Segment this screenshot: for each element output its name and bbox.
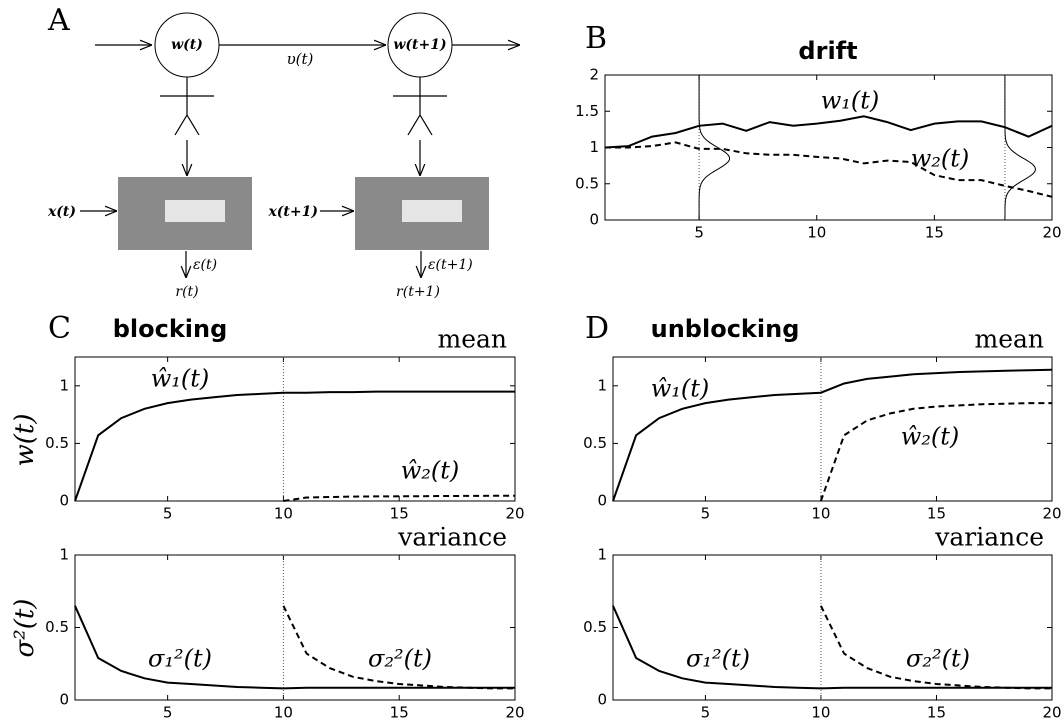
series-label: w₁(t) (821, 87, 880, 115)
x-tick-label: 15 (390, 704, 409, 722)
series-line (604, 115, 1053, 149)
x-tick-label: 20 (505, 505, 524, 523)
panel-label: A (47, 3, 70, 38)
y-tick-label: 0 (597, 492, 607, 510)
distribution-curve (1004, 75, 1037, 220)
x-tick-label: 10 (811, 704, 830, 722)
y-tick-label: 0 (589, 211, 599, 229)
corner-label: variance (934, 523, 1044, 552)
y-tick-label: 0.5 (575, 174, 599, 192)
input-label: x(t+1) (267, 204, 318, 220)
y-tick-label: 2 (589, 66, 599, 84)
y-axis-label: σ²(t) (10, 599, 40, 658)
y-tick-label: 1.5 (575, 102, 599, 120)
series-line (612, 368, 1053, 502)
y-tick-label: 0 (59, 691, 69, 709)
error-label: ε(t) (193, 257, 217, 273)
y-tick-label: 1 (597, 376, 607, 394)
corner-label: variance (397, 523, 507, 552)
series-line (283, 494, 515, 502)
y-tick-label: 1 (589, 138, 599, 156)
series-line (819, 402, 1052, 502)
x-tick-label: 15 (390, 505, 409, 523)
series-line (74, 605, 515, 690)
photo-detail (165, 200, 225, 222)
series-line (74, 390, 515, 502)
diagram: A w(t) w(t+1) υ(t) x(t) x(t+1) ε(t) ε(t+… (47, 3, 520, 300)
distribution-curve (698, 75, 730, 220)
photo-detail (402, 200, 462, 222)
series-label: ŵ₁(t) (151, 365, 210, 393)
x-tick-label: 15 (925, 224, 944, 242)
input-label: x(t) (47, 204, 76, 220)
y-tick-label: 0.5 (583, 618, 607, 636)
y-tick-label: 0 (597, 691, 607, 709)
corner-label: mean (437, 325, 507, 354)
plot-frame (74, 356, 516, 502)
x-tick-label: 10 (807, 224, 826, 242)
x-tick-label: 20 (505, 704, 524, 722)
y-tick-label: 0.5 (45, 434, 69, 452)
series-line (605, 141, 1053, 198)
x-tick-label: 5 (701, 505, 711, 523)
series-line (612, 605, 1052, 690)
panel-label: C (48, 311, 71, 346)
series-label: σ₁²(t) (148, 645, 212, 673)
series-label: σ₁²(t) (686, 645, 750, 673)
x-tick-label: 10 (811, 505, 830, 523)
panel-label: B (585, 21, 607, 56)
reward-label: r(t) (175, 284, 198, 300)
x-tick-label: 20 (1042, 704, 1061, 722)
y-tick-label: 0 (59, 492, 69, 510)
plot-frame (612, 356, 1053, 502)
series-label: σ₂²(t) (368, 645, 432, 673)
x-tick-label: 5 (694, 224, 704, 242)
corner-label: mean (974, 325, 1044, 354)
x-tick-label: 10 (274, 505, 293, 523)
x-tick-label: 15 (927, 505, 946, 523)
y-tick-label: 0.5 (583, 434, 607, 452)
x-tick-label: 20 (1042, 224, 1061, 242)
panel-label: D (585, 311, 609, 346)
series-label: ŵ₁(t) (651, 375, 710, 403)
y-tick-label: 1 (597, 546, 607, 564)
y-tick-label: 0.5 (45, 618, 69, 636)
stick-figure (160, 77, 447, 136)
series-label: w₂(t) (911, 145, 970, 173)
chart-title: unblocking (651, 315, 800, 343)
node-label: w(t+1) (393, 37, 446, 53)
series-label: σ₂²(t) (906, 645, 970, 673)
x-tick-label: 15 (927, 704, 946, 722)
series-line (282, 605, 515, 690)
y-tick-label: 1 (59, 546, 69, 564)
x-tick-label: 10 (274, 704, 293, 722)
x-tick-label: 5 (701, 704, 711, 722)
x-tick-label: 5 (163, 704, 173, 722)
reward-label: r(t+1) (396, 284, 440, 300)
y-tick-label: 1 (59, 376, 69, 394)
series-label: ŵ₂(t) (401, 457, 460, 485)
node-label: w(t) (171, 37, 203, 53)
transition-label: υ(t) (287, 50, 314, 68)
series-label: ŵ₂(t) (901, 423, 960, 451)
x-tick-label: 20 (1042, 505, 1061, 523)
y-axis-label: w(t) (10, 414, 40, 467)
series-line (820, 605, 1052, 690)
x-tick-label: 5 (163, 505, 173, 523)
chart-title: drift (798, 37, 857, 65)
chart-title: blocking (113, 315, 228, 343)
error-label: ε(t+1) (428, 257, 473, 273)
